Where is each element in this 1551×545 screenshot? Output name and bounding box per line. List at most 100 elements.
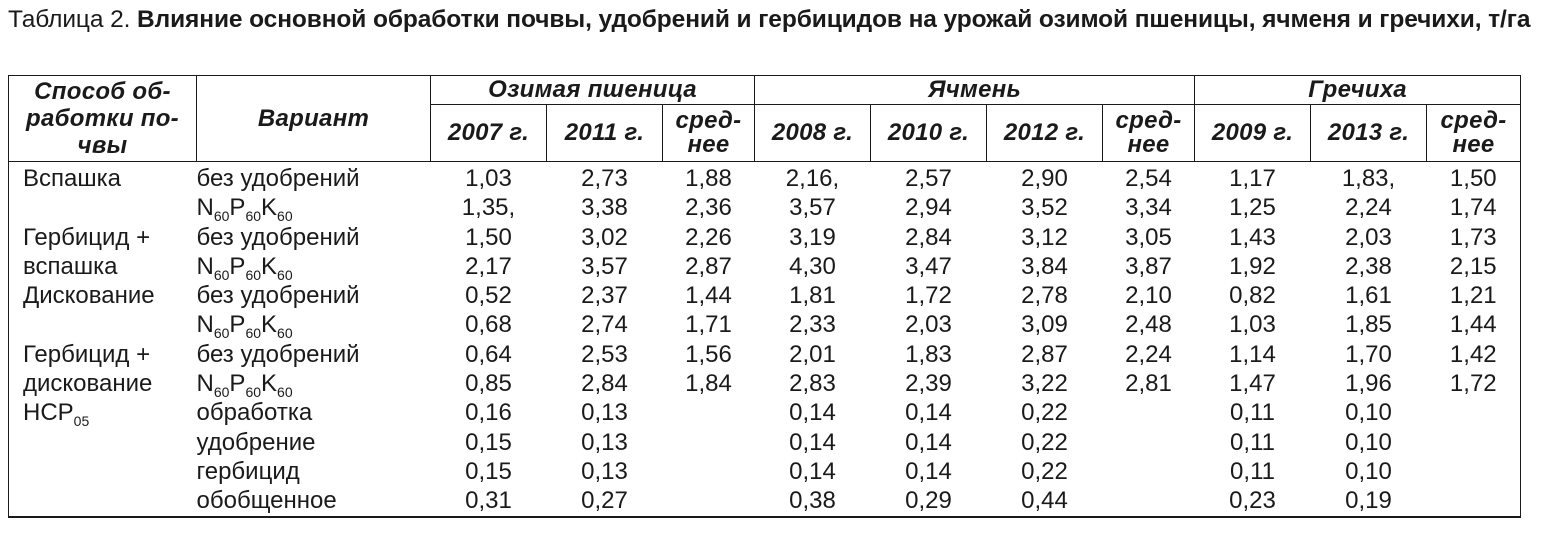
npk-letter: P: [229, 370, 246, 398]
row-method: [8, 193, 197, 223]
cell-value: 2,33: [789, 311, 836, 339]
cell-value: 0,22: [1021, 457, 1068, 485]
row-variant: N60P60K60: [196, 310, 431, 342]
cell-value: 2,73: [581, 165, 628, 192]
cell-value: 4,30: [789, 252, 836, 280]
row-method: Вспашка: [8, 161, 197, 194]
cell-value: 2,57: [905, 165, 952, 192]
row-variant: обобщенное: [196, 487, 337, 515]
cell-value: 2,84: [905, 223, 952, 251]
row-method: HCP05: [8, 398, 197, 428]
cell-value: 1,47: [1229, 370, 1276, 398]
cell-value: [1426, 486, 1522, 517]
row-method: вспашка: [8, 251, 197, 282]
cell-value: 2,17: [465, 252, 512, 280]
npk-subscript: 60: [245, 325, 262, 342]
cell-value: [663, 398, 755, 427]
cell-value: 1,03: [465, 165, 512, 192]
cell-value: 2,16,: [785, 165, 840, 192]
table-caption: Таблица 2. Влияние основной обработки по…: [8, 4, 1538, 35]
header-method: Способ об-работки по-чвы: [8, 75, 197, 162]
caption-title: Влияние основной обработки почвы, удобре…: [137, 6, 1531, 33]
cell-value: 2,03: [1345, 223, 1392, 251]
cell-value: 1,72: [905, 282, 952, 310]
row-variant: удобрение: [196, 428, 316, 456]
cell-value: 3,34: [1125, 194, 1172, 222]
yield-table: Способ об-работки по-чвы Вариант Озимая …: [8, 75, 1522, 518]
npk-letter: K: [261, 311, 278, 339]
cell-value: 1,03: [1229, 311, 1276, 339]
cell-value: 1,88: [685, 165, 732, 192]
row-variant: без удобрений: [196, 340, 360, 368]
cell-value: 2,74: [581, 311, 628, 339]
cell-value: 3,57: [581, 252, 628, 280]
row-variant: без удобрений: [196, 282, 360, 310]
npk-letter: N: [196, 311, 214, 339]
npk-letter: P: [229, 194, 246, 222]
cell-value: 3,47: [905, 252, 952, 280]
row-variant: без удобрений: [196, 165, 360, 192]
cell-value: 0,14: [789, 428, 836, 456]
npk-subscript: 60: [277, 208, 293, 225]
row-variant: обработка: [196, 399, 313, 427]
header-year: сред-нее: [1426, 104, 1522, 162]
row-method: Дискование: [8, 281, 197, 311]
cell-value: 2,38: [1345, 252, 1392, 280]
npk-letter: P: [229, 311, 246, 339]
cell-value: 2,78: [1021, 282, 1068, 310]
row-method: [8, 310, 197, 340]
npk-subscript: 60: [277, 384, 293, 401]
cell-value: 2,94: [905, 194, 952, 222]
header-crop-buckwheat: Гречиха: [1194, 75, 1522, 105]
cell-value: 0,15: [465, 457, 512, 485]
cell-value: [1426, 398, 1522, 428]
header-year: 2010 г.: [870, 104, 987, 162]
cell-value: 2,03: [905, 311, 952, 339]
cell-value: 0,64: [465, 340, 512, 368]
cell-value: 3,38: [581, 194, 628, 222]
cell-value: 1,42: [1426, 339, 1522, 370]
cell-value: 1,70: [1345, 340, 1392, 368]
cell-value: 0,22: [1021, 428, 1068, 456]
cell-value: 2,37: [581, 282, 628, 310]
cell-value: 1,25: [1229, 194, 1276, 222]
npk-letter: N: [196, 370, 214, 398]
cell-value: 2,81: [1125, 370, 1172, 398]
row-variant: гербицид: [196, 457, 300, 485]
cell-value: 2,15: [1426, 251, 1522, 282]
cell-value: 1,96: [1345, 370, 1392, 398]
cell-value: 0,10: [1345, 457, 1392, 485]
cell-value: 0,31: [465, 487, 512, 515]
cell-value: [1426, 456, 1522, 487]
cell-value: 2,87: [685, 252, 732, 280]
cell-value: 2,39: [905, 370, 952, 398]
cell-value: 3,12: [1021, 223, 1068, 251]
cell-value: 3,09: [1021, 311, 1068, 339]
npk-subscript: 60: [213, 208, 230, 225]
cell-value: 1,84: [685, 370, 732, 398]
hcp-label: HCP: [23, 399, 74, 427]
cell-value: 0,14: [789, 457, 836, 485]
cell-value: 2,90: [1021, 165, 1068, 192]
cell-value: 1,35,: [461, 194, 516, 222]
cell-value: 2,54: [1125, 165, 1172, 192]
row-variant: N60P60K60: [197, 193, 431, 225]
cell-value: [663, 457, 755, 486]
table-row: гербицид 0,15 0,13 0,14 0,14 0,22 0,11 0,10: [8, 456, 1522, 487]
cell-value: [1426, 427, 1522, 457]
table-row: Гербицид + без удобрений 1,50 3,02 2,26 3,19 2…: [8, 222, 1522, 252]
cell-value: 0,52: [465, 282, 512, 310]
cell-value: 0,82: [1229, 282, 1276, 310]
cell-value: 1,14: [1229, 340, 1276, 368]
header-year: сред-нее: [1101, 104, 1196, 162]
cell-value: 0,22: [1021, 399, 1068, 427]
cell-value: 1,44: [1426, 310, 1522, 340]
cell-value: 0,11: [1230, 428, 1275, 456]
cell-value: 2,10: [1125, 282, 1172, 310]
table-row: Гербицид + без удобрений 0,64 2,53 1,56 2,01 1…: [8, 339, 1522, 370]
cell-value: 2,84: [581, 370, 628, 398]
cell-value: [1103, 486, 1195, 516]
npk-subscript: 60: [245, 208, 262, 225]
cell-value: 2,53: [581, 340, 628, 368]
header-year: 2012 г.: [986, 104, 1103, 162]
